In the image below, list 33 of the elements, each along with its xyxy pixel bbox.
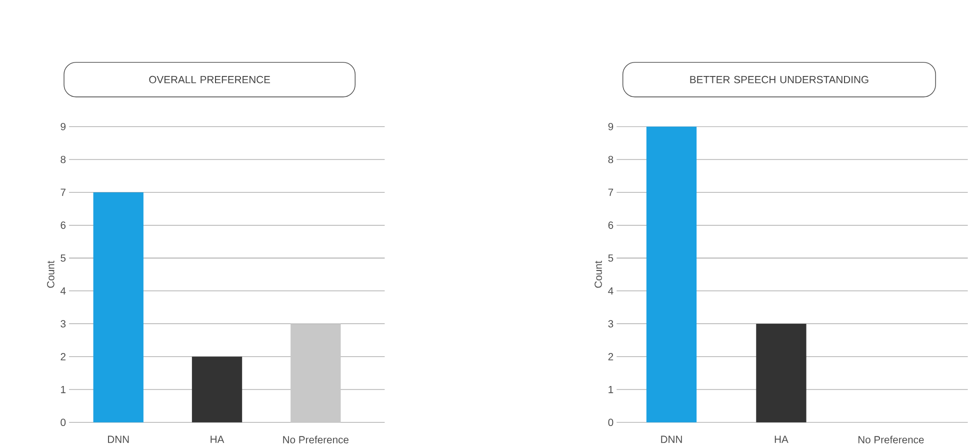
x-tick-label: DNN xyxy=(108,436,129,443)
x-tick-label: HA xyxy=(210,436,224,443)
y-tick-label: 8 xyxy=(608,156,614,164)
chart-title: BETTER SPEECH UNDERSTANDING xyxy=(690,76,868,84)
chart-title: OVERALL PREFERENCE xyxy=(149,76,270,84)
y-tick-label: 3 xyxy=(608,320,614,328)
y-tick-label: 4 xyxy=(60,287,66,294)
y-tick-label: 7 xyxy=(60,188,66,196)
y-tick-label: 5 xyxy=(60,254,66,262)
y-tick-label: 3 xyxy=(60,320,66,328)
y-axis-title: Count xyxy=(47,260,54,288)
y-tick-label: 2 xyxy=(60,352,66,360)
bar xyxy=(290,324,341,422)
y-tick-label: 9 xyxy=(608,122,614,130)
y-axis-title: Count xyxy=(594,260,602,288)
y-tick-label: 4 xyxy=(608,287,614,294)
x-tick-label: DNN xyxy=(661,436,682,443)
y-tick-label: 9 xyxy=(60,122,66,130)
y-tick-label: 8 xyxy=(60,156,66,164)
bar xyxy=(192,356,242,422)
x-tick-label: No Preference xyxy=(858,436,924,444)
y-tick-label: 1 xyxy=(608,386,614,393)
y-tick-label: 6 xyxy=(60,221,66,229)
y-tick-label: 0 xyxy=(608,418,614,426)
bar xyxy=(93,192,144,422)
y-tick-label: 6 xyxy=(608,221,614,229)
y-tick-label: 7 xyxy=(608,188,614,196)
y-tick-label: 2 xyxy=(608,352,614,360)
x-tick-label: No Preference xyxy=(283,436,349,444)
y-tick-label: 0 xyxy=(60,418,66,426)
x-tick-label: HA xyxy=(774,436,788,443)
y-tick-label: 5 xyxy=(608,254,614,262)
y-tick-label: 1 xyxy=(61,386,66,393)
